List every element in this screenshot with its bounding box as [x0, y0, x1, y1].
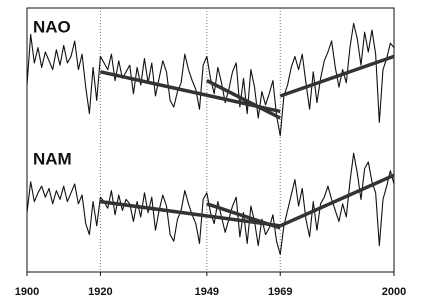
data-line [26, 22, 395, 137]
series-label: NAM [33, 149, 72, 168]
x-tick-label: 1949 [195, 286, 219, 298]
trend-line [100, 199, 281, 228]
plot-frame [26, 7, 395, 273]
x-tick-label: 1900 [15, 286, 39, 298]
trend-line [206, 202, 281, 230]
trend-line [206, 79, 282, 120]
trend-line [279, 173, 395, 228]
trend-line [100, 70, 281, 114]
trend-line [279, 54, 395, 98]
x-tick-label: 1969 [268, 286, 292, 298]
x-tick-label: 1920 [88, 286, 112, 298]
x-tick-label: 2000 [382, 286, 406, 298]
series-label: NAO [33, 17, 71, 36]
